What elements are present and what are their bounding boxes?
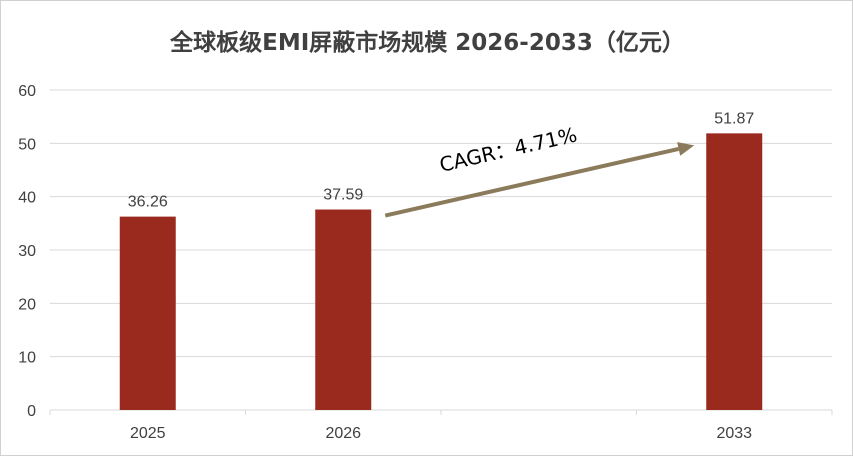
y-tick-label: 40: [18, 190, 36, 207]
chart-title: 全球板级EMI屏蔽市场规模 2026-2033（亿元）: [170, 30, 685, 56]
y-tick-label: 10: [18, 350, 36, 367]
bar-2026: [315, 209, 372, 410]
y-tick-label: 0: [27, 403, 36, 420]
cagr-arrowhead: [677, 142, 695, 156]
bar-2025: [119, 216, 176, 410]
cagr-label: CAGR：4.71%: [437, 122, 579, 176]
x-tick-label-2026: 2026: [325, 425, 361, 442]
cagr-arrow: [384, 146, 680, 218]
bar-2033: [706, 133, 763, 411]
x-tick-label-2025: 2025: [130, 425, 166, 442]
data-label-2026: 37.59: [323, 187, 363, 204]
y-tick-label: 60: [18, 83, 36, 100]
data-label-2033: 51.87: [714, 110, 754, 127]
y-tick-label: 30: [18, 243, 36, 260]
y-tick-label: 20: [18, 296, 36, 313]
x-tick-label-2033: 2033: [716, 425, 752, 442]
y-tick-label: 50: [18, 136, 36, 153]
data-label-2025: 36.26: [128, 194, 168, 211]
